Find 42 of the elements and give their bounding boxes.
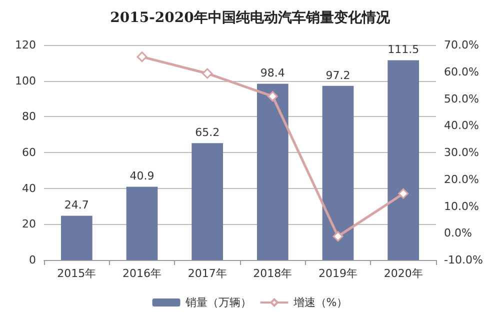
y2-tick-label: 20.0%: [444, 172, 479, 186]
bar: [60, 216, 92, 260]
bar: [126, 186, 158, 260]
y-tick-label: 80: [22, 110, 36, 124]
bar: [322, 86, 354, 260]
y-tick-label: 60: [22, 146, 36, 159]
x-tick-label: 2019年: [318, 267, 358, 280]
data-label: 97.2: [326, 68, 350, 82]
x-tick-label: 2016年: [122, 267, 162, 280]
y2-tick-label: 30.0%: [444, 146, 479, 159]
y-tick-label: 0: [29, 254, 36, 266]
y2-tick-label: 70.0%: [444, 38, 479, 52]
legend-label: 销量（万辆）: [184, 296, 252, 309]
point: [398, 188, 409, 199]
bar: [192, 143, 224, 260]
point: [136, 52, 148, 62]
chart-title: 2015-2020年中国纯电动汽车销量变化情况: [110, 9, 391, 26]
x-tick-label: 2018年: [253, 267, 292, 280]
bar: [256, 84, 288, 260]
y2-tick-label: -10.0%: [444, 254, 483, 266]
x-tick-label: 2017年: [188, 267, 227, 280]
y-tick-label: 120: [15, 38, 36, 52]
data-label: 65.2: [195, 126, 220, 140]
legend-label: 增速（%）: [292, 296, 348, 309]
y2-tick-label: 60.0%: [444, 65, 479, 78]
y2-tick-label: 10.0%: [444, 200, 479, 213]
point: [267, 91, 278, 102]
y2-tick-label: 50.0%: [444, 92, 479, 106]
y-tick-label: 100: [15, 74, 36, 88]
y-tick-label: 20: [22, 218, 36, 231]
data-label: 111.5: [388, 43, 420, 56]
point: [202, 68, 213, 79]
x-tick-label: 2020年: [384, 267, 423, 280]
x-tick-label: 2015年: [57, 267, 96, 280]
data-label: 98.4: [260, 66, 285, 80]
data-label: 24.7: [64, 198, 89, 212]
y2-tick-label: 40.0%: [444, 119, 479, 132]
y2-tick-label: 0.0%: [444, 226, 472, 240]
y-tick-label: 40: [22, 182, 36, 195]
bar: [388, 60, 420, 260]
data-label: 40.9: [130, 170, 154, 183]
point: [332, 231, 344, 242]
